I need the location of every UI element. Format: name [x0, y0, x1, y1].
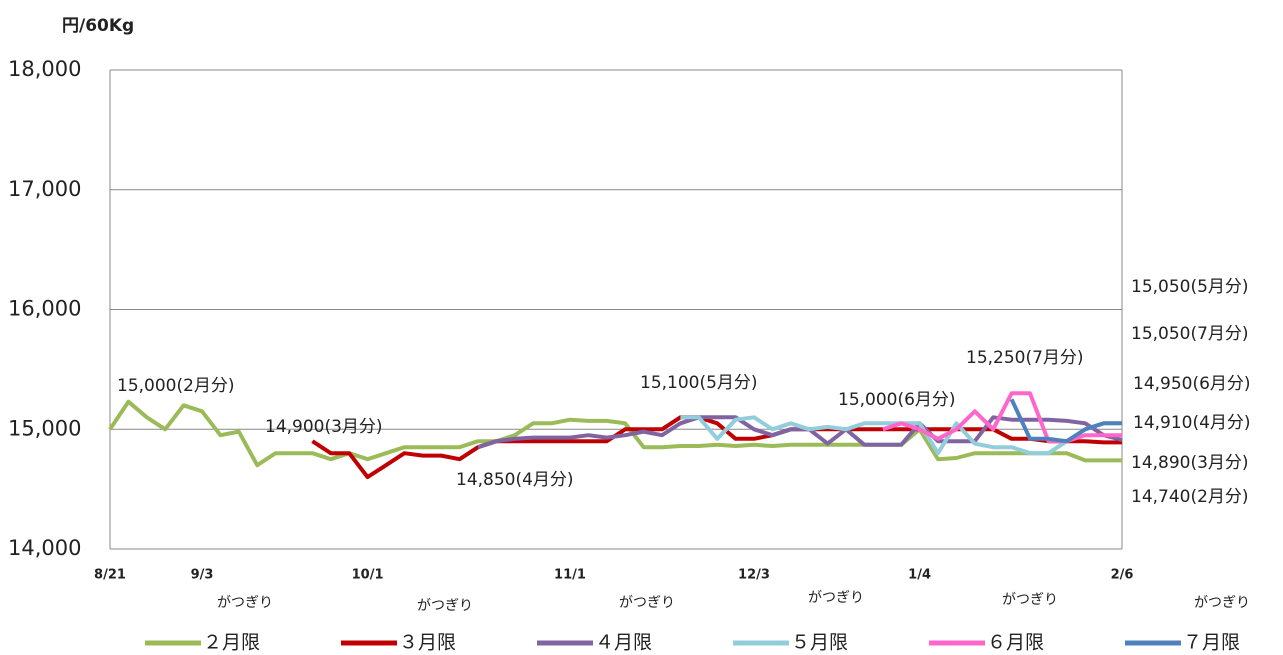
x-tick-label: 8/21: [94, 568, 126, 583]
legend-label: ４月限: [595, 632, 652, 654]
legend-label: ５月限: [791, 632, 848, 654]
legend-label: ２月限: [203, 632, 260, 654]
x-sublabel: がつぎり: [217, 595, 273, 611]
annotation: 14,890(3月分): [1131, 453, 1249, 473]
x-sublabel: がつぎり: [1002, 592, 1058, 608]
y-tick-label: 17,000: [8, 177, 81, 201]
y-tick-label: 14,000: [8, 536, 81, 560]
series-line: [477, 415, 1123, 450]
legend-label: ６月限: [987, 632, 1044, 654]
series-line: [882, 391, 1122, 444]
annotation: 15,100(5月分): [640, 373, 758, 393]
annotation: 14,900(3月分): [265, 417, 383, 437]
annotation: 14,850(4月分): [456, 470, 574, 490]
annotation: 15,250(7月分): [966, 348, 1084, 368]
x-tick-label: 12/3: [738, 568, 770, 583]
y-tick-label: 18,000: [8, 57, 81, 81]
series-line: [108, 399, 1122, 468]
x-tick-label: 11/1: [554, 568, 586, 583]
y-tick-label: 16,000: [8, 297, 81, 321]
legend-label: ７月限: [1183, 632, 1240, 654]
x-sublabel: がつぎり: [808, 590, 864, 606]
x-sublabel: がつぎり: [1194, 595, 1250, 611]
x-tick-label: 9/3: [191, 568, 214, 583]
x-sublabel: がつぎり: [417, 598, 473, 614]
legend-label: ３月限: [399, 632, 456, 654]
annotation: 14,740(2月分): [1131, 487, 1249, 507]
x-tick-label: 2/6: [1111, 568, 1134, 583]
series-line: [1009, 398, 1122, 444]
y-axis-label: 円/60Kg: [62, 16, 134, 36]
x-tick-label: 1/4: [908, 568, 931, 583]
annotation: 14,950(6月分): [1133, 374, 1251, 394]
annotation: 15,000(6月分): [838, 390, 956, 410]
series-line: [311, 415, 1122, 480]
annotation: 14,910(4月分): [1133, 413, 1251, 433]
annotation: 15,050(7月分): [1131, 324, 1249, 344]
x-tick-label: 10/1: [352, 568, 384, 583]
x-sublabel: がつぎり: [619, 595, 675, 611]
annotation: 15,050(5月分): [1131, 277, 1249, 297]
annotation: 15,000(2月分): [117, 376, 235, 396]
y-tick-label: 15,000: [8, 416, 81, 440]
